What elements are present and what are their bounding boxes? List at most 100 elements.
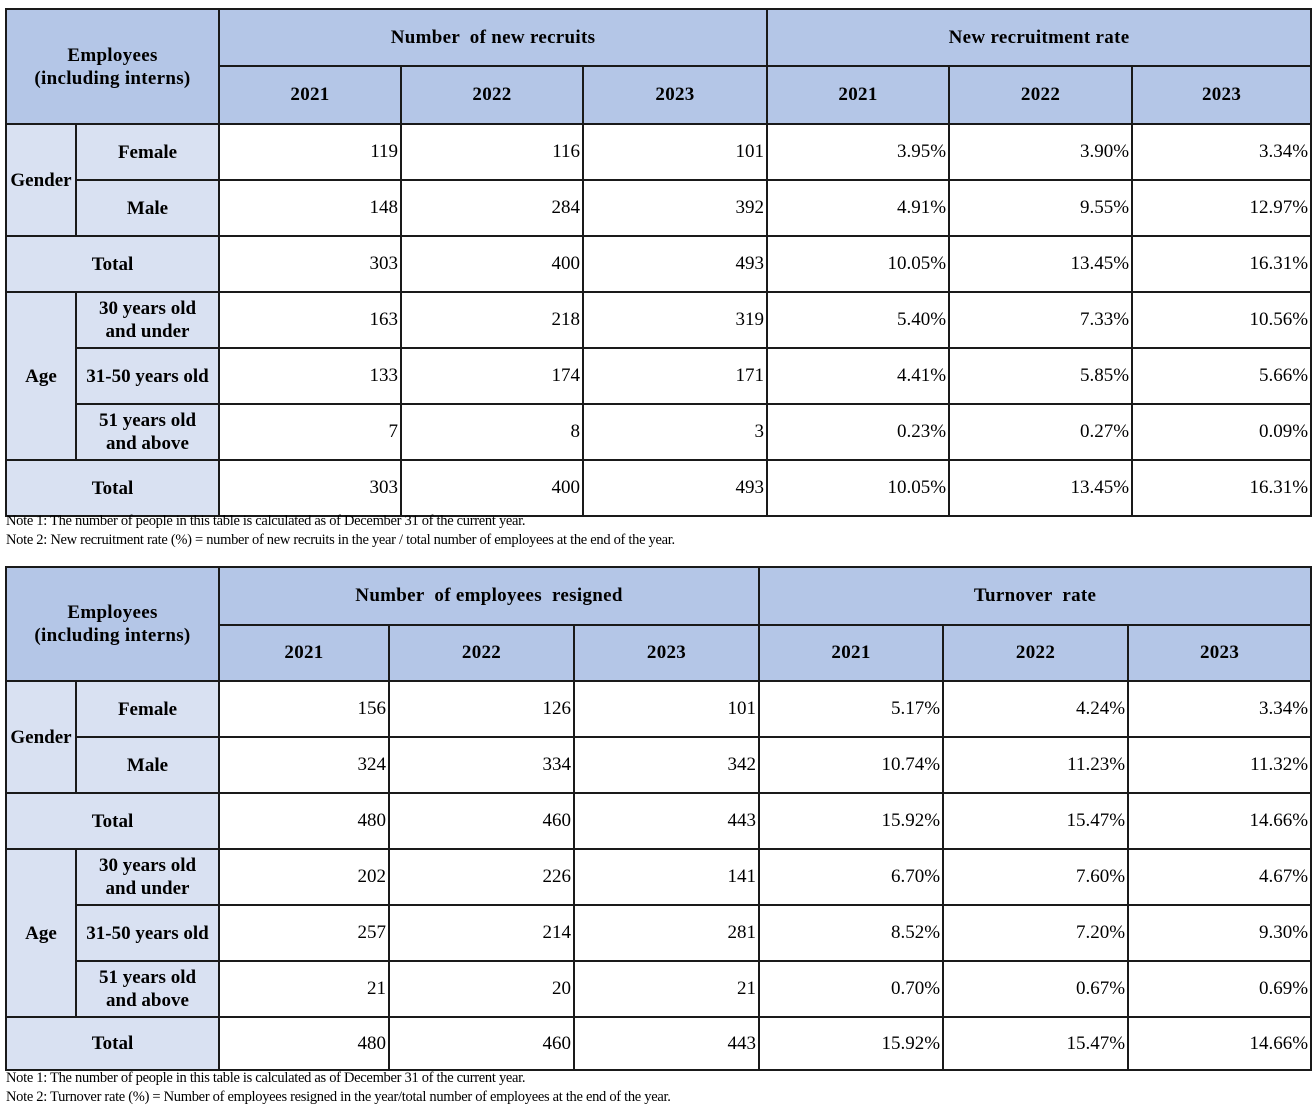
row-label: 31-50 years old xyxy=(75,904,220,962)
group-header-recruitment-rate: New recruitment rate xyxy=(766,8,1313,67)
year-header: 2022 xyxy=(948,65,1134,125)
table-cell: 116 xyxy=(400,123,584,181)
table-row: 51 years old and above 21 20 21 0.70% 0.… xyxy=(6,960,1313,1018)
year-header: 2023 xyxy=(572,624,761,682)
year-header: 2021 xyxy=(766,65,951,125)
table-cell: 10.56% xyxy=(1131,291,1313,349)
table-cell: 214 xyxy=(388,904,575,962)
table-cell: 218 xyxy=(400,291,584,349)
row-label-line2: and above xyxy=(106,990,189,1011)
row-label: Female xyxy=(75,123,220,181)
table-cell: 334 xyxy=(388,736,575,794)
year-header: 2022 xyxy=(942,624,1130,682)
table-row: Age 30 years old and under 163 218 319 5… xyxy=(5,291,1313,461)
row-label: 31-50 years old xyxy=(75,347,220,405)
new-recruits-table: Employees (including interns) Number of … xyxy=(5,8,1313,517)
table-cell: 493 xyxy=(581,235,769,293)
row-label-line2: and under xyxy=(105,321,190,342)
row-label: Female xyxy=(75,680,220,738)
row-label-line1: 51 years old xyxy=(98,967,197,988)
age-group-label: Age xyxy=(5,291,77,461)
table-row: Age 30 years old and under 202 226 141 6… xyxy=(5,848,1313,1018)
table-cell: 5.40% xyxy=(766,291,951,349)
corner-line2: (including interns) xyxy=(34,67,191,89)
table-cell: 303 xyxy=(218,459,402,517)
row-label-line1: 30 years old xyxy=(98,298,197,319)
table-cell: 12.97% xyxy=(1131,179,1313,237)
table-cell: 493 xyxy=(581,459,769,517)
table-row: Gender Female 156 126 101 5.17% 4.24% 3.… xyxy=(5,680,1313,794)
table-cell: 11.23% xyxy=(942,736,1130,794)
table-cell: 16.31% xyxy=(1131,235,1313,293)
note-2: Note 2: Turnover rate (%) = Number of em… xyxy=(6,1089,671,1105)
table-cell: 7 xyxy=(218,403,402,461)
table-row: 31-50 years old 257 214 281 8.52% 7.20% … xyxy=(6,904,1313,962)
table-cell: 13.45% xyxy=(948,235,1134,293)
header-corner: Employees (including interns) xyxy=(5,566,220,682)
table-cell: 10.05% xyxy=(766,235,951,293)
year-header: 2021 xyxy=(758,624,945,682)
table-row: Total 480 460 443 15.92% 15.47% 14.66% xyxy=(5,792,1313,850)
corner-line1: Employees xyxy=(67,44,158,66)
table-cell: 14.66% xyxy=(1127,792,1313,850)
row-label: 30 years old and under xyxy=(75,848,220,906)
table-cell: 0.70% xyxy=(758,960,945,1018)
table-row: Total 480 460 443 15.92% 15.47% 14.66% xyxy=(5,1016,1313,1071)
group-header-new-recruits: Number of new recruits xyxy=(217,8,769,67)
table-cell: 8 xyxy=(400,403,584,461)
table-cell: 319 xyxy=(581,291,769,349)
table-cell: 0.27% xyxy=(948,403,1134,461)
row-label: 51 years old and above xyxy=(75,960,220,1018)
table-cell: 20 xyxy=(388,960,575,1018)
table-cell: 7.20% xyxy=(942,904,1130,962)
table-cell: 10.74% xyxy=(758,736,945,794)
table-cell: 4.67% xyxy=(1127,848,1313,906)
table-cell: 3.90% xyxy=(948,123,1134,181)
table-cell: 281 xyxy=(572,904,761,962)
table-cell: 16.31% xyxy=(1131,459,1313,517)
table-cell: 15.47% xyxy=(942,792,1130,850)
table-cell: 133 xyxy=(218,347,402,405)
row-label: 30 years old and under xyxy=(75,291,220,349)
table-cell: 163 xyxy=(218,291,402,349)
table-cell: 21 xyxy=(572,960,761,1018)
table-cell: 400 xyxy=(400,459,584,517)
table-cell: 3 xyxy=(581,403,769,461)
gender-group-label: Gender xyxy=(5,123,77,237)
year-header: 2022 xyxy=(388,624,575,682)
table-row: Male 324 334 342 10.74% 11.23% 11.32% xyxy=(6,736,1313,794)
table-cell: 5.85% xyxy=(948,347,1134,405)
table-cell: 284 xyxy=(400,179,584,237)
table-cell: 3.95% xyxy=(766,123,951,181)
year-header: 2023 xyxy=(581,65,769,125)
table-cell: 7.60% xyxy=(942,848,1130,906)
note-1: Note 1: The number of people in this tab… xyxy=(6,1070,526,1086)
table-cell: 226 xyxy=(388,848,575,906)
table-cell: 9.30% xyxy=(1127,904,1313,962)
table-cell: 171 xyxy=(581,347,769,405)
table-cell: 303 xyxy=(218,235,402,293)
table-row: Total 303 400 493 10.05% 13.45% 16.31% xyxy=(5,459,1313,517)
group-header-turnover-rate: Turnover rate xyxy=(758,566,1313,626)
table-cell: 0.09% xyxy=(1131,403,1313,461)
table-cell: 15.47% xyxy=(942,1016,1130,1071)
table-cell: 257 xyxy=(218,904,390,962)
corner-line2: (including interns) xyxy=(34,625,191,646)
year-header: 2023 xyxy=(1127,624,1313,682)
table-cell: 11.32% xyxy=(1127,736,1313,794)
row-label-line1: 30 years old xyxy=(98,855,197,876)
row-label: 51 years old and above xyxy=(75,403,220,461)
table-cell: 126 xyxy=(388,680,575,738)
table-cell: 0.69% xyxy=(1127,960,1313,1018)
table-cell: 21 xyxy=(218,960,390,1018)
turnover-table: Employees (including interns) Number of … xyxy=(5,566,1313,1071)
row-label-line2: and above xyxy=(106,433,189,454)
table-cell: 10.05% xyxy=(766,459,951,517)
table-cell: 5.66% xyxy=(1131,347,1313,405)
year-header: 2021 xyxy=(218,624,390,682)
table-cell: 101 xyxy=(572,680,761,738)
table-row: Gender Female 119 116 101 3.95% 3.90% 3.… xyxy=(5,123,1313,237)
table-cell: 392 xyxy=(581,179,769,237)
row-label-total: Total xyxy=(5,1016,220,1071)
note-1: Note 1: The number of people in this tab… xyxy=(6,513,526,529)
